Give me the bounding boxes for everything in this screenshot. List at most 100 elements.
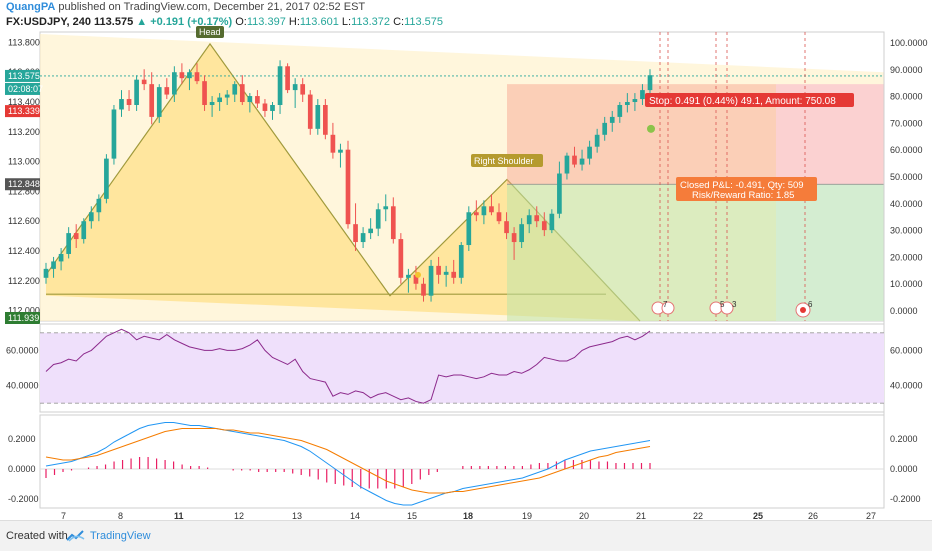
candle-body bbox=[338, 149, 343, 153]
right-shoulder-text: Right Shoulder bbox=[474, 156, 534, 166]
price-tick-label: 113.200 bbox=[8, 127, 40, 137]
candle-body bbox=[451, 271, 457, 278]
high-label: H: bbox=[288, 16, 300, 28]
signal-line bbox=[45, 428, 651, 494]
price-tick-label: 112.200 bbox=[8, 276, 40, 286]
entry-price-tag-bg bbox=[5, 178, 40, 191]
event-dot-icon bbox=[800, 307, 806, 313]
candle-body bbox=[323, 104, 328, 135]
candle-body bbox=[572, 155, 577, 165]
candle-body bbox=[625, 102, 630, 105]
tradingview-brand-link[interactable]: TradingView bbox=[90, 530, 151, 542]
candle-body bbox=[270, 104, 275, 111]
candle-body bbox=[209, 102, 215, 105]
candle-body bbox=[474, 212, 479, 216]
candle-body bbox=[557, 173, 562, 214]
open-label: O: bbox=[235, 16, 247, 28]
candle-body bbox=[149, 84, 155, 117]
signal-marker-icon bbox=[415, 271, 421, 278]
candle-body bbox=[111, 109, 117, 159]
candle-body bbox=[73, 233, 79, 240]
candle-body bbox=[141, 79, 147, 85]
time-tick-label: 8 bbox=[118, 511, 123, 520]
candle-body bbox=[519, 224, 524, 243]
time-tick-label: 12 bbox=[234, 511, 244, 520]
candle-body bbox=[255, 96, 260, 104]
candle-body bbox=[541, 221, 547, 231]
candle-body bbox=[436, 265, 441, 275]
time-tick-label: 11 bbox=[174, 511, 184, 520]
right-axis-label: 100.0000 bbox=[890, 38, 928, 48]
author-name[interactable]: QuangPA bbox=[6, 1, 56, 13]
candle-body bbox=[315, 104, 321, 129]
macd-tick-right: 0.0000 bbox=[890, 464, 918, 474]
candle-body bbox=[617, 104, 623, 117]
stop-price-tag: 113.339 bbox=[8, 106, 40, 116]
candle-body bbox=[51, 261, 56, 269]
candle-body bbox=[406, 274, 411, 278]
closed-pl-bg bbox=[676, 177, 817, 201]
macd-line bbox=[45, 422, 651, 506]
event-badge-count: 7 bbox=[663, 300, 668, 309]
candle-body bbox=[368, 228, 373, 234]
price-tick-label: 112.600 bbox=[8, 216, 40, 226]
candle-body bbox=[58, 253, 64, 262]
candle-body bbox=[428, 265, 434, 296]
high-value: 113.601 bbox=[299, 16, 339, 28]
event-badge-count: 5 bbox=[720, 300, 725, 309]
chart-header: QuangPA published on TradingView.com, De… bbox=[0, 0, 932, 30]
candle-body bbox=[247, 96, 253, 103]
right-axis-label: 0.0000 bbox=[890, 306, 918, 316]
time-tick-label: 19 bbox=[522, 511, 532, 520]
candle-body bbox=[587, 146, 592, 159]
candle-body bbox=[549, 213, 555, 231]
candle-body bbox=[564, 155, 570, 174]
candle-body bbox=[164, 87, 170, 95]
candle-body bbox=[172, 72, 177, 95]
candle-body bbox=[277, 66, 283, 105]
last-price: 113.575 bbox=[94, 16, 134, 28]
candle-body bbox=[458, 245, 464, 278]
rsi-line bbox=[45, 328, 651, 404]
candle-body bbox=[194, 72, 200, 82]
created-with-label: Created with bbox=[6, 530, 68, 542]
candle-body bbox=[632, 99, 638, 103]
time-tick-label: 18 bbox=[463, 511, 473, 520]
candle-body bbox=[398, 239, 404, 278]
low-value: 113.372 bbox=[351, 16, 391, 28]
time-tick-label: 22 bbox=[693, 511, 703, 520]
candle-body bbox=[330, 134, 336, 153]
candle-body bbox=[602, 122, 608, 135]
candle-body bbox=[119, 99, 124, 110]
time-tick-label: 15 bbox=[407, 511, 417, 520]
candle-body bbox=[353, 224, 358, 243]
price-tick-label: 112.000 bbox=[8, 306, 40, 316]
head-label-bg bbox=[196, 26, 224, 38]
change-arrow-icon: ▲ bbox=[136, 16, 148, 28]
entry-marker-icon bbox=[647, 124, 655, 133]
tradingview-logo-icon bbox=[66, 530, 85, 542]
rsi-tick-left: 40.0000 bbox=[6, 381, 39, 391]
time-tick-label: 25 bbox=[753, 511, 763, 520]
candle-body bbox=[134, 79, 139, 105]
price-tick-label: 113.800 bbox=[8, 37, 40, 47]
macd-tick-right: 0.2000 bbox=[890, 434, 918, 444]
candle-body bbox=[307, 94, 313, 129]
candle-body bbox=[66, 233, 71, 254]
candle-body bbox=[202, 81, 207, 105]
candle-body bbox=[413, 274, 419, 284]
event-flag-icon bbox=[720, 301, 734, 315]
chart-canvas[interactable]: Head Right Shoulder Stop: 0.491 (0.44%) 49… bbox=[0, 0, 932, 520]
candle-body bbox=[88, 212, 94, 222]
stop-box-bg bbox=[645, 93, 854, 107]
candle-body bbox=[232, 84, 238, 95]
close-label: C: bbox=[393, 16, 405, 28]
risk-reward-text: Risk/Reward Ratio: 1.85 bbox=[692, 190, 794, 201]
price-tick-label: 113.400 bbox=[8, 97, 40, 107]
candle-body bbox=[466, 212, 472, 246]
rsi-tick-right: 60.0000 bbox=[890, 345, 923, 355]
countdown-tag: 02:08:07 bbox=[8, 84, 43, 94]
bottom-price-tag: 111.939 bbox=[8, 313, 39, 323]
right-shoulder-bg bbox=[471, 154, 543, 167]
event-badge-count: 3 bbox=[732, 300, 737, 309]
